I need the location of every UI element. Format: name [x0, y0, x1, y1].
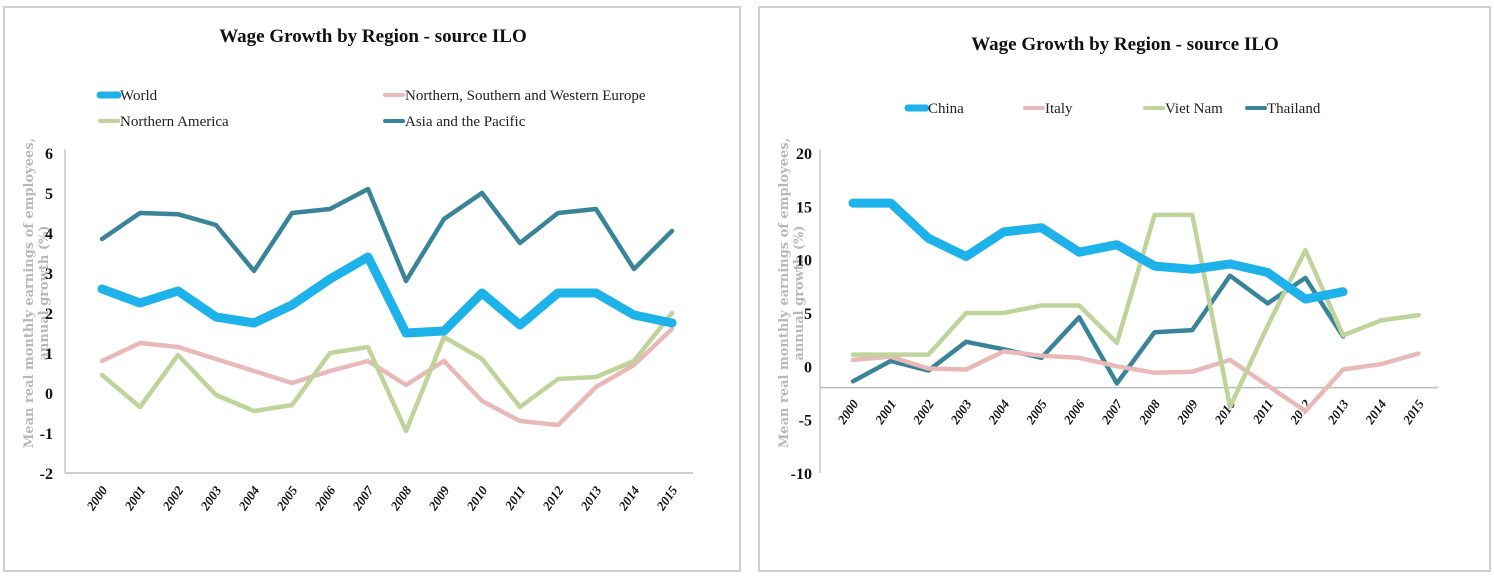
series-line-thailand — [850, 273, 1346, 386]
y-axis-label-line: annual growth (%) — [37, 225, 52, 360]
x-tick-label: 2000 — [83, 483, 111, 514]
x-tick-label: 2000 — [834, 396, 862, 427]
chart-title: Wage Growth by Region - source ILO — [971, 34, 1279, 55]
y-tick-label: 0 — [804, 359, 812, 376]
y-tick-label: 5 — [804, 306, 812, 323]
y-tick-label: 1 — [45, 346, 53, 363]
y-tick-label: 2 — [45, 306, 53, 323]
legend-label: Asia and the Pacific — [405, 114, 526, 130]
x-tick-label: 2013 — [577, 483, 605, 514]
legend-label: Italy — [1045, 101, 1073, 117]
x-tick-label: 2004 — [984, 396, 1012, 427]
y-tick-label: 6 — [45, 146, 53, 163]
x-tick-label: 2002 — [909, 396, 937, 427]
x-tick-label: 2014 — [615, 483, 643, 514]
chart-panel-right: Wage Growth by Region - source ILO Mean r… — [758, 6, 1491, 572]
y-tick-label: 4 — [45, 226, 53, 243]
legend-label: China — [928, 101, 964, 117]
y-tick-label: -1 — [40, 426, 53, 443]
y-tick-label: 10 — [796, 253, 812, 270]
x-tick-label: 2012 — [539, 483, 567, 514]
series-line-china — [848, 198, 1348, 304]
legend-label: Viet Nam — [1165, 101, 1223, 117]
legend-label: Thailand — [1267, 101, 1321, 117]
y-tick-label: 5 — [45, 186, 53, 203]
x-tick-label: 2008 — [387, 483, 415, 514]
x-tick-label: 2007 — [1098, 396, 1126, 427]
legend-label: Northern America — [120, 114, 229, 130]
x-tick-label: 2004 — [235, 483, 263, 514]
y-tick-label: -10 — [791, 466, 812, 483]
x-tick-label: 2002 — [159, 483, 187, 514]
chart-panel-left: Wage Growth by Region - source ILO Mean r… — [3, 6, 741, 572]
x-tick-label: 2007 — [349, 483, 377, 514]
y-axis-label-line: annual growth (%) — [792, 225, 807, 360]
y-tick-label: -5 — [799, 413, 812, 430]
x-tick-label: 2010 — [463, 483, 491, 514]
x-tick-label: 2011 — [1249, 397, 1276, 427]
x-tick-label: 2006 — [1060, 396, 1088, 427]
y-tick-label: 15 — [796, 199, 812, 216]
series-line-northern-america — [99, 310, 675, 434]
x-tick-label: 2001 — [871, 397, 899, 428]
x-tick-label: 2006 — [311, 483, 339, 514]
y-tick-label: 3 — [45, 266, 53, 283]
x-tick-label: 2009 — [425, 483, 453, 514]
y-tick-label: 0 — [45, 386, 53, 403]
x-tick-label: 2015 — [653, 483, 681, 514]
x-tick-label: 2014 — [1361, 396, 1389, 427]
chart-left-svg: Wage Growth by Region - source ILO Mean r… — [22, 26, 693, 514]
x-tick-label: 2009 — [1173, 396, 1201, 427]
legend-label: World — [120, 88, 158, 104]
chart-title: Wage Growth by Region - source ILO — [219, 26, 527, 47]
x-tick-label: 2013 — [1324, 396, 1352, 427]
series-line-italy — [850, 349, 1421, 414]
x-tick-label: 2001 — [121, 483, 149, 514]
y-axis-label-line: Mean real monthly earnings of employees, — [22, 138, 37, 448]
series-line-world — [97, 252, 677, 338]
y-axis-label-line: Mean real monthly earnings of employees, — [777, 138, 792, 448]
legend-label: Northern, Southern and Western Europe — [405, 88, 646, 104]
series-line-asia-and-the-pacific — [99, 186, 675, 284]
x-tick-label: 2003 — [197, 483, 225, 514]
chart-right-svg: Wage Growth by Region - source ILO Mean r… — [777, 34, 1438, 483]
x-tick-label: 2003 — [947, 396, 975, 427]
y-tick-label: 20 — [796, 146, 812, 163]
y-tick-label: -2 — [40, 466, 53, 483]
x-tick-label: 2011 — [501, 483, 528, 513]
series-line-northern-southern-and-western-europe — [99, 326, 675, 428]
x-tick-label: 2015 — [1399, 396, 1427, 427]
x-tick-label: 2005 — [1022, 396, 1050, 427]
x-tick-label: 2008 — [1135, 396, 1163, 427]
x-tick-label: 2005 — [273, 483, 301, 514]
